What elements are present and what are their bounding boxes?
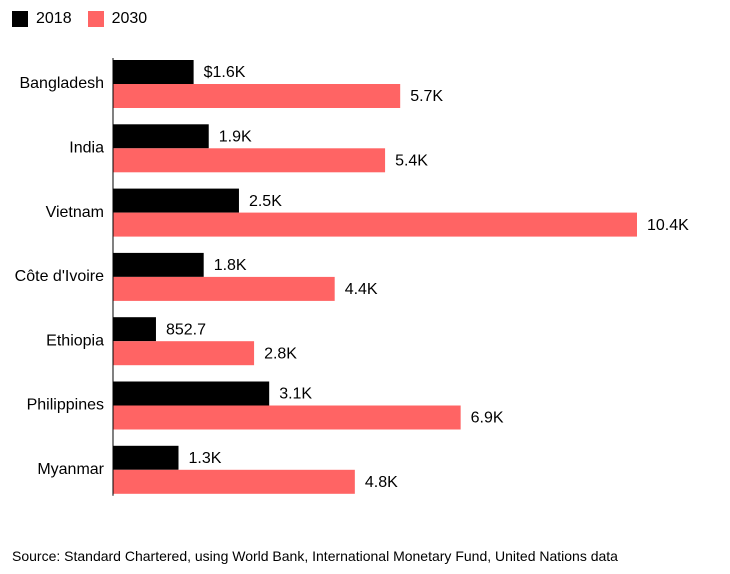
- value-label-2018-cote-d-ivoire: 1.8K: [214, 257, 247, 274]
- legend-label-2030: 2030: [111, 10, 148, 27]
- value-label-2018-india: 1.9K: [219, 129, 252, 146]
- bar-2030-india: [113, 148, 386, 173]
- category-label-myanmar: Myanmar: [37, 461, 104, 478]
- bar-2030-myanmar: [113, 469, 355, 494]
- category-label-india: India: [69, 140, 104, 157]
- bar-2030-cote-d-ivoire: [113, 276, 335, 301]
- bar-2018-vietnam: [113, 188, 239, 213]
- value-label-2030-bangladesh: 5.7K: [410, 88, 443, 105]
- legend-item-2018: 2018: [12, 10, 72, 28]
- value-label-2030-vietnam: 10.4K: [647, 217, 689, 234]
- bar-2018-philippines: [113, 381, 270, 406]
- legend-swatch-2018: [12, 11, 28, 27]
- value-label-2030-myanmar: 4.8K: [365, 474, 398, 491]
- value-label-2030-ethiopia: 2.8K: [264, 345, 297, 362]
- value-label-2018-bangladesh: $1.6K: [204, 64, 246, 81]
- bar-2018-bangladesh: [113, 60, 194, 84]
- value-label-2030-philippines: 6.9K: [471, 410, 504, 427]
- value-label-2030-india: 5.4K: [395, 153, 428, 170]
- legend-item-2030: 2030: [87, 10, 148, 28]
- value-label-2018-myanmar: 1.3K: [189, 450, 222, 467]
- value-label-2018-vietnam: 2.5K: [249, 193, 282, 210]
- bar-2030-ethiopia: [113, 341, 255, 366]
- bar-2018-myanmar: [113, 445, 179, 470]
- bar-2030-bangladesh: [113, 84, 401, 108]
- bar-chart: Bangladesh $1.6K 5.7K India 1.9K 5.4K Vietnam 2…: [15, 58, 689, 496]
- bar-2018-cote-d-ivoire: [113, 252, 204, 277]
- category-label-cote-d-ivoire: Côte d'Ivoire: [15, 268, 104, 285]
- value-label-2018-ethiopia: 852.7: [166, 321, 206, 338]
- bar-2030-philippines: [113, 405, 461, 430]
- bar-2018-ethiopia: [113, 317, 156, 342]
- bar-2018-india: [113, 124, 209, 149]
- value-label-2030-cote-d-ivoire: 4.4K: [345, 281, 378, 298]
- category-label-philippines: Philippines: [27, 397, 104, 414]
- source-note: Source: Standard Chartered, using World …: [12, 548, 618, 564]
- category-label-ethiopia: Ethiopia: [46, 332, 104, 349]
- legend-swatch-2030: [87, 11, 104, 27]
- value-label-2018-philippines: 3.1K: [279, 386, 312, 403]
- category-label-bangladesh: Bangladesh: [19, 75, 104, 92]
- legend: 2018 2030: [12, 10, 163, 28]
- legend-label-2018: 2018: [36, 10, 72, 27]
- bar-2030-vietnam: [113, 212, 637, 237]
- category-label-vietnam: Vietnam: [46, 204, 104, 221]
